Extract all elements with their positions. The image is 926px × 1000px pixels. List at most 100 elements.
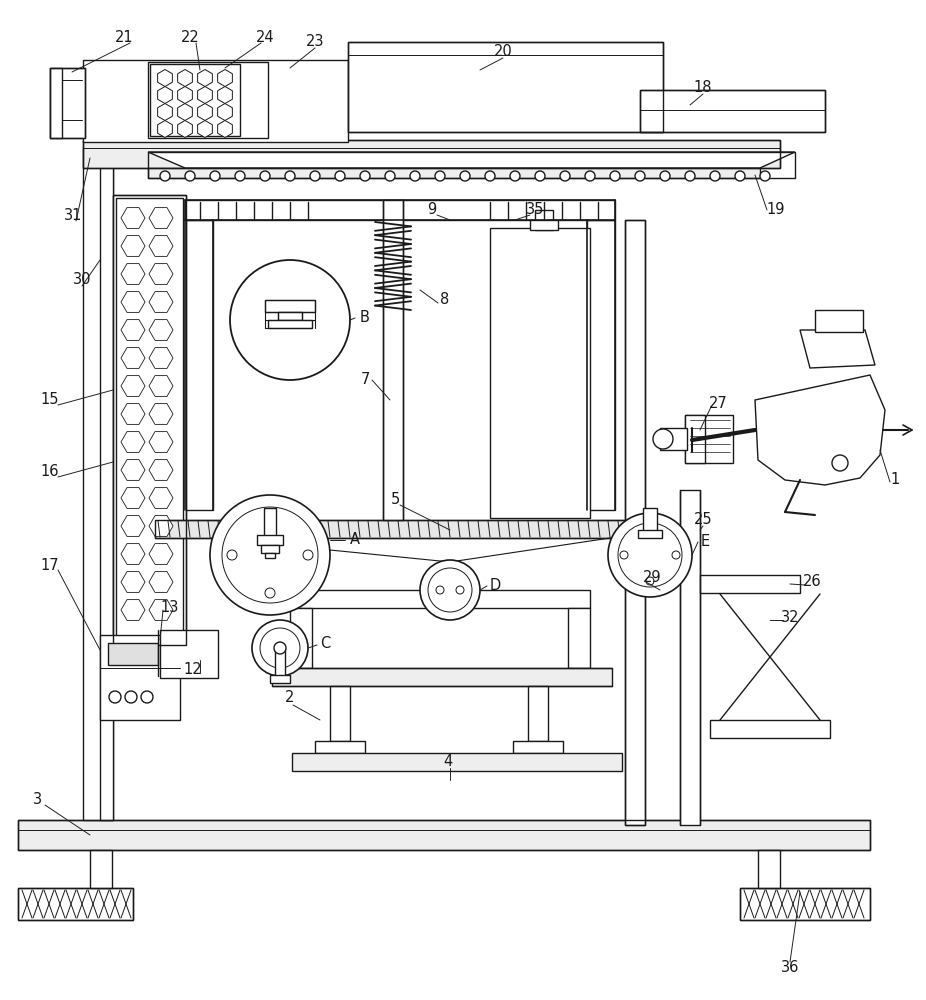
Text: D: D [489, 578, 501, 592]
Text: 18: 18 [694, 81, 712, 96]
Circle shape [385, 171, 395, 181]
Text: 27: 27 [708, 396, 728, 412]
Bar [113, 195, 186, 645]
Bar [530, 220, 558, 230]
Bar [348, 42, 663, 132]
Circle shape [230, 260, 350, 380]
Circle shape [260, 628, 300, 668]
Circle shape [435, 171, 445, 181]
Polygon shape [800, 330, 875, 368]
Bar [108, 643, 158, 665]
Circle shape [456, 586, 464, 594]
Circle shape [303, 550, 313, 560]
Circle shape [646, 525, 654, 533]
Circle shape [653, 429, 673, 449]
Text: 32: 32 [781, 610, 799, 626]
Circle shape [460, 171, 470, 181]
Text: 36: 36 [781, 960, 799, 976]
Circle shape [672, 551, 680, 559]
Bar [90, 850, 112, 888]
Bar [587, 220, 615, 510]
Bar [50, 68, 85, 138]
Bar [278, 312, 302, 320]
Bar [113, 195, 186, 645]
Bar [625, 220, 645, 825]
Text: 16: 16 [41, 464, 59, 480]
Circle shape [310, 171, 320, 181]
Text: 24: 24 [256, 30, 274, 45]
Text: 1: 1 [891, 473, 900, 488]
Bar [535, 210, 553, 230]
Text: 25: 25 [694, 512, 712, 528]
Circle shape [210, 171, 220, 181]
Circle shape [485, 171, 495, 181]
Text: 15: 15 [41, 392, 59, 408]
Circle shape [335, 171, 345, 181]
Bar [155, 520, 660, 538]
Text: 20: 20 [494, 44, 512, 60]
Bar [83, 76, 348, 92]
Circle shape [360, 171, 370, 181]
Circle shape [608, 513, 692, 597]
Bar [643, 508, 657, 533]
Text: 22: 22 [181, 30, 199, 45]
Circle shape [735, 171, 745, 181]
Bar [660, 428, 687, 450]
Circle shape [235, 171, 245, 181]
Circle shape [660, 171, 670, 181]
Bar [148, 152, 795, 178]
Bar [265, 300, 315, 312]
Circle shape [252, 620, 308, 676]
Text: 23: 23 [306, 34, 324, 49]
Bar [758, 850, 780, 888]
Bar [292, 753, 622, 771]
Circle shape [185, 171, 195, 181]
Bar [155, 520, 660, 538]
Circle shape [510, 171, 520, 181]
Bar [490, 228, 590, 518]
Bar [740, 888, 870, 920]
Text: A: A [350, 532, 360, 548]
Circle shape [436, 586, 444, 594]
Text: 9: 9 [428, 202, 437, 218]
Bar [148, 62, 268, 138]
Circle shape [560, 171, 570, 181]
Text: 4: 4 [444, 754, 453, 770]
Text: 2: 2 [285, 690, 294, 706]
Bar [815, 310, 863, 332]
Circle shape [685, 171, 695, 181]
Circle shape [635, 171, 645, 181]
Bar [568, 608, 590, 668]
Text: 19: 19 [767, 202, 785, 218]
Bar [18, 820, 870, 850]
Circle shape [832, 455, 848, 471]
Text: 8: 8 [441, 292, 450, 308]
Bar [100, 635, 180, 720]
Bar [116, 198, 183, 642]
Bar [18, 888, 133, 920]
Circle shape [428, 568, 472, 612]
Circle shape [646, 577, 654, 585]
Circle shape [227, 550, 237, 560]
Circle shape [618, 523, 682, 587]
Text: 30: 30 [73, 272, 92, 288]
Bar [50, 68, 62, 138]
Circle shape [610, 171, 620, 181]
Bar [265, 553, 275, 558]
Bar [264, 508, 276, 538]
Bar [513, 741, 563, 753]
Bar [685, 415, 733, 463]
Text: 5: 5 [391, 492, 400, 508]
Text: E: E [700, 534, 709, 550]
Bar [740, 888, 870, 920]
Bar [330, 686, 350, 741]
Circle shape [160, 171, 170, 181]
Text: 31: 31 [64, 208, 82, 223]
Circle shape [210, 495, 330, 615]
Bar [710, 720, 830, 738]
Bar [261, 545, 279, 553]
Circle shape [710, 171, 720, 181]
Bar [18, 888, 133, 920]
Bar [270, 675, 290, 683]
Circle shape [420, 560, 480, 620]
